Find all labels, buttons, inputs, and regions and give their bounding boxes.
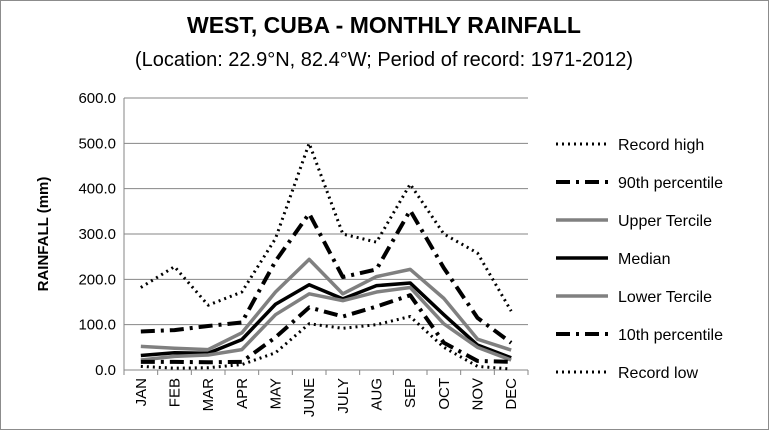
x-tick-label: JUNE bbox=[301, 378, 318, 417]
series-line bbox=[140, 293, 512, 365]
x-tick-label: MAR bbox=[200, 378, 217, 412]
y-tick-label: 500.0 bbox=[78, 135, 116, 152]
series-line bbox=[140, 281, 512, 360]
y-tick-label: 600.0 bbox=[78, 90, 116, 107]
series-line bbox=[140, 141, 513, 312]
x-tick-label: APR bbox=[234, 378, 251, 409]
y-tick-label: 100.0 bbox=[78, 317, 116, 334]
legend-label: 10th percentile bbox=[618, 327, 723, 344]
series-line bbox=[140, 208, 513, 345]
x-tick-label: AUG bbox=[369, 378, 386, 411]
x-tick-label: JAN bbox=[133, 378, 150, 406]
legend: Record high 90th percentile Upper Tercile M… bbox=[556, 137, 723, 382]
x-tick-label: NOV bbox=[470, 378, 487, 411]
legend-label: Lower Tercile bbox=[618, 289, 712, 306]
y-tick-label: 200.0 bbox=[78, 271, 116, 288]
x-tick-label: DEC bbox=[503, 378, 520, 410]
axes: 0.0 100.0 200.0 300.0 400.0 500.0 600.0 JAN FEB M… bbox=[78, 90, 529, 417]
x-tick-label: SEP bbox=[402, 378, 419, 408]
x-tick-label: JULY bbox=[335, 378, 352, 414]
y-tick-label: 0.0 bbox=[95, 362, 116, 379]
series-line bbox=[140, 285, 512, 362]
y-tick-label: 300.0 bbox=[78, 226, 116, 243]
legend-label: Upper Tercile bbox=[618, 213, 712, 230]
x-tick-label: MAY bbox=[268, 378, 285, 409]
series-line bbox=[140, 257, 512, 352]
legend-label: 90th percentile bbox=[618, 175, 723, 192]
y-axis-label: RAINFALL (mm) bbox=[35, 177, 52, 292]
series-line bbox=[140, 315, 512, 371]
series-lines bbox=[140, 141, 513, 371]
legend-label: Record high bbox=[618, 137, 704, 154]
y-tick-label: 400.0 bbox=[78, 181, 116, 198]
x-tick-label: OCT bbox=[436, 378, 453, 410]
x-tick-label: FEB bbox=[167, 378, 184, 407]
legend-label: Median bbox=[618, 251, 670, 268]
gridlines bbox=[124, 97, 528, 326]
chart-subtitle: (Location: 22.9°N, 82.4°W; Period of rec… bbox=[135, 49, 633, 71]
chart-title: WEST, CUBA - MONTHLY RAINFALL bbox=[187, 12, 581, 38]
legend-label: Record low bbox=[618, 365, 698, 382]
